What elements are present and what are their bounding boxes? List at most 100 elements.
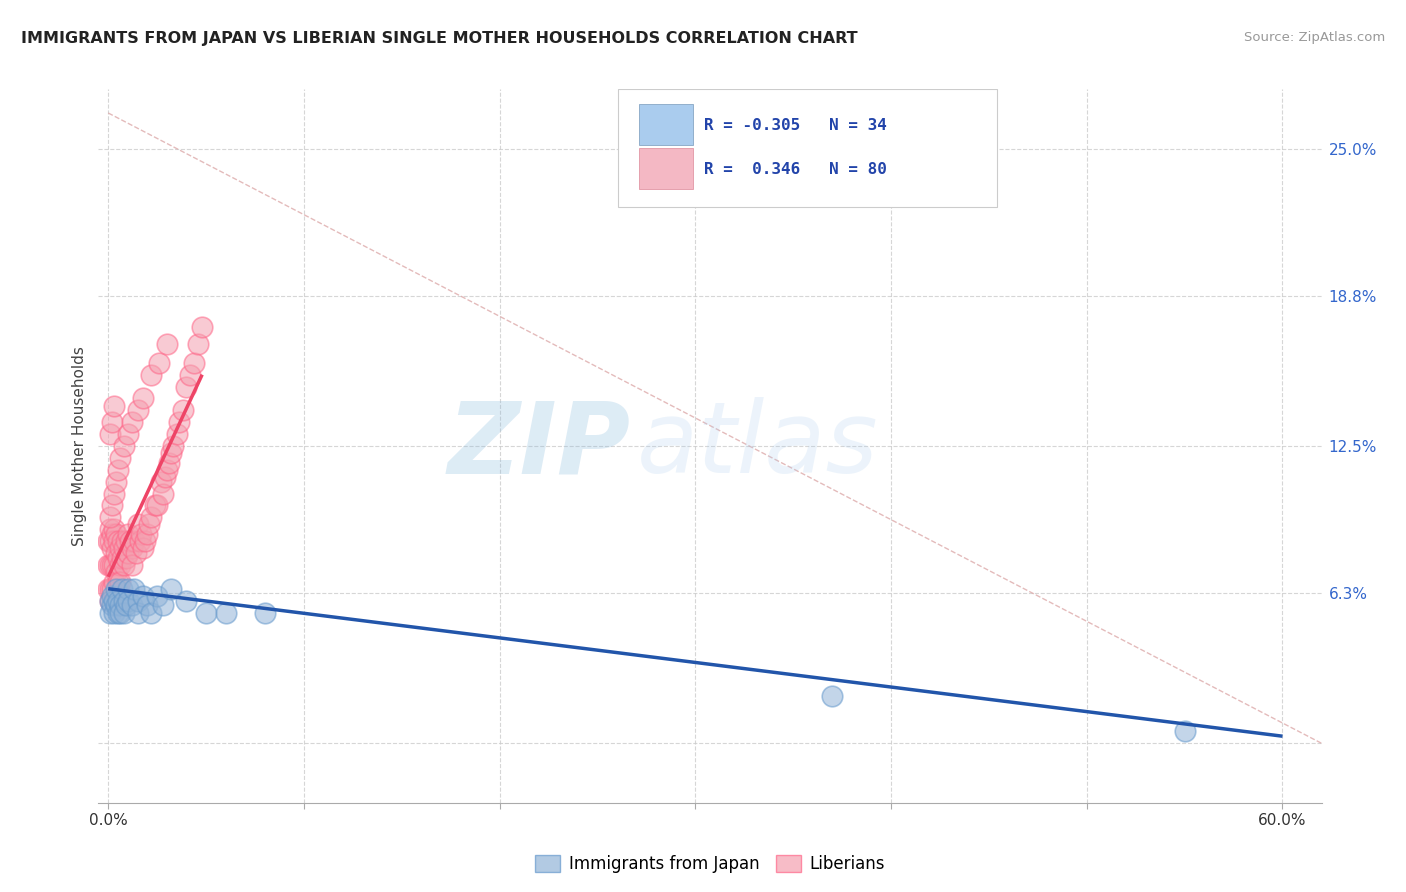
Text: R = -0.305   N = 34: R = -0.305 N = 34 <box>704 118 887 133</box>
Point <box>156 463 179 477</box>
Point <box>153 470 176 484</box>
Point <box>103 558 125 572</box>
Point <box>114 550 136 565</box>
Point <box>103 606 125 620</box>
Point <box>105 475 128 489</box>
Point <box>101 582 124 596</box>
Point <box>111 582 134 596</box>
Point <box>107 606 129 620</box>
Point <box>132 541 155 556</box>
Point <box>101 415 124 429</box>
Point <box>101 589 124 603</box>
Point <box>172 403 194 417</box>
Point <box>121 415 143 429</box>
Point <box>103 574 125 589</box>
Point <box>821 689 844 703</box>
Point <box>152 599 174 613</box>
Point <box>103 593 125 607</box>
Point <box>105 582 128 596</box>
Point <box>105 565 128 579</box>
Point <box>108 541 131 556</box>
Point <box>108 558 131 572</box>
Point <box>103 522 125 536</box>
Point <box>101 499 124 513</box>
Point <box>121 599 143 613</box>
Point <box>97 558 120 572</box>
Point <box>191 320 214 334</box>
Point <box>114 534 136 549</box>
Point <box>1174 724 1197 739</box>
Point <box>148 356 170 370</box>
Point <box>103 534 125 549</box>
Point <box>107 574 129 589</box>
Legend: Immigrants from Japan, Liberians: Immigrants from Japan, Liberians <box>529 848 891 880</box>
Point <box>195 606 218 620</box>
Point <box>117 582 139 596</box>
Point <box>101 527 124 541</box>
Point <box>105 527 128 541</box>
Point <box>101 599 124 613</box>
Point <box>127 606 149 620</box>
Point <box>162 439 184 453</box>
Point <box>107 550 129 565</box>
Point <box>127 517 149 532</box>
Point <box>98 522 121 536</box>
Point <box>131 527 153 541</box>
Point <box>187 336 209 351</box>
Point <box>156 336 179 351</box>
Point <box>107 534 129 549</box>
Point <box>108 606 131 620</box>
Point <box>101 558 124 572</box>
Text: atlas: atlas <box>637 398 879 494</box>
Point <box>176 593 198 607</box>
Point <box>98 510 121 524</box>
Point <box>176 379 198 393</box>
Point <box>105 599 128 613</box>
FancyBboxPatch shape <box>619 89 997 207</box>
Point <box>117 593 139 607</box>
Point <box>157 456 180 470</box>
Point <box>98 558 121 572</box>
Point <box>108 599 131 613</box>
Point <box>101 541 124 556</box>
Point <box>111 534 134 549</box>
Point <box>108 450 131 465</box>
Point <box>105 546 128 560</box>
Point <box>121 541 143 556</box>
Point <box>127 403 149 417</box>
Point <box>112 439 135 453</box>
Point <box>121 558 143 572</box>
Point <box>117 427 139 442</box>
FancyBboxPatch shape <box>640 148 693 189</box>
Text: R =  0.346   N = 80: R = 0.346 N = 80 <box>704 162 887 178</box>
Point <box>117 546 139 560</box>
Point <box>253 606 276 620</box>
Point <box>132 392 155 406</box>
Point <box>214 606 236 620</box>
Point <box>98 606 121 620</box>
Point <box>166 427 188 442</box>
Point <box>132 589 155 603</box>
Point <box>128 534 150 549</box>
FancyBboxPatch shape <box>640 103 693 145</box>
Y-axis label: Single Mother Households: Single Mother Households <box>72 346 87 546</box>
Point <box>138 517 160 532</box>
Point <box>117 527 139 541</box>
Point <box>103 486 125 500</box>
Point <box>160 582 183 596</box>
Point <box>136 527 159 541</box>
Point <box>112 558 135 572</box>
Point <box>98 534 121 549</box>
Point <box>112 606 135 620</box>
Point <box>134 534 156 549</box>
Point <box>122 582 145 596</box>
Point <box>136 599 159 613</box>
Point <box>124 546 146 560</box>
Point <box>146 499 169 513</box>
Point <box>97 534 120 549</box>
Point <box>160 446 183 460</box>
Text: IMMIGRANTS FROM JAPAN VS LIBERIAN SINGLE MOTHER HOUSEHOLDS CORRELATION CHART: IMMIGRANTS FROM JAPAN VS LIBERIAN SINGLE… <box>21 31 858 46</box>
Point <box>111 550 134 565</box>
Point <box>114 599 136 613</box>
Point <box>150 475 173 489</box>
